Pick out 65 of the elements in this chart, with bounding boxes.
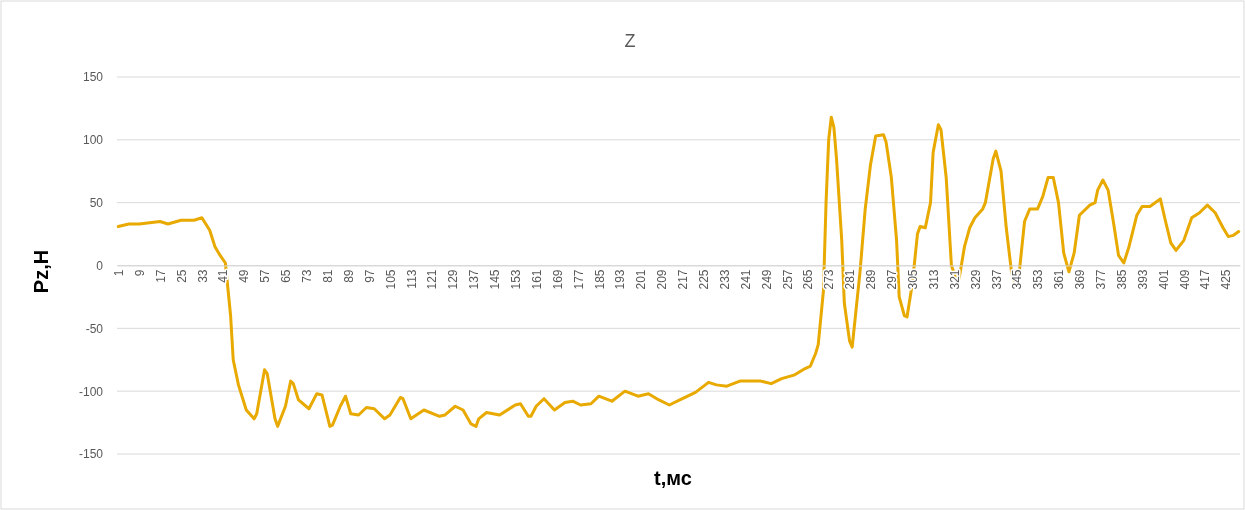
x-axis-title: t,мс <box>654 467 692 489</box>
x-tick-label: 177 <box>571 269 586 290</box>
x-tick-label: 321 <box>947 269 962 290</box>
x-tick-label: 105 <box>383 269 398 290</box>
x-tick-label: 73 <box>300 269 315 283</box>
x-tick-label: 345 <box>1010 269 1025 290</box>
x-tick-label: 121 <box>425 269 440 290</box>
x-tick-label: 65 <box>279 269 294 283</box>
x-tick-label: 209 <box>655 269 670 290</box>
y-tick-label: 0 <box>96 258 104 273</box>
chart-title: Z <box>624 31 636 51</box>
x-tick-label: 409 <box>1177 269 1192 290</box>
y-axis-title: Pz,H <box>30 249 52 294</box>
x-tick-label: 337 <box>989 269 1004 290</box>
x-tick-label: 313 <box>926 269 941 290</box>
x-tick-label: 161 <box>529 269 544 290</box>
x-tick-label: 417 <box>1198 269 1213 290</box>
x-tick-label: 377 <box>1093 269 1108 290</box>
x-tick-label: 81 <box>320 269 335 283</box>
x-tick-label: 57 <box>258 269 273 283</box>
x-tick-label: 297 <box>885 269 900 290</box>
x-tick-label: 129 <box>446 269 461 290</box>
x-tick-label: 233 <box>717 269 732 290</box>
line-series <box>116 115 1241 428</box>
x-tick-label: 49 <box>237 269 252 283</box>
x-tick-label: 401 <box>1156 269 1171 290</box>
x-tick-label: 305 <box>905 269 920 290</box>
x-tick-label: 89 <box>341 269 356 283</box>
x-tick-label: 217 <box>676 269 691 290</box>
x-tick-label: 273 <box>822 269 837 290</box>
x-tick-label: 33 <box>195 269 210 283</box>
x-tick-label: 113 <box>404 269 419 289</box>
y-tick-label: -100 <box>78 384 104 399</box>
x-tick-label: 329 <box>968 269 983 290</box>
x-tick-label: 425 <box>1219 269 1234 290</box>
x-tick-label: 41 <box>216 269 231 283</box>
x-tick-label: 361 <box>1052 269 1067 290</box>
x-tick-label: 385 <box>1114 269 1129 290</box>
x-tick-label: 257 <box>780 269 795 290</box>
x-tick-label: 185 <box>592 269 607 290</box>
x-tick-label: 17 <box>153 269 168 283</box>
y-tick-label: 150 <box>82 70 104 85</box>
x-tick-label: 153 <box>508 269 523 290</box>
y-tick-label: -150 <box>78 447 104 462</box>
x-tick-label: 241 <box>738 269 753 290</box>
y-tick-label: -50 <box>85 321 104 336</box>
x-tick-label: 1 <box>112 269 127 277</box>
x-tick-label: 25 <box>174 269 189 283</box>
x-tick-label: 281 <box>843 269 858 290</box>
x-tick-label: 201 <box>634 269 649 290</box>
x-tick-label: 393 <box>1135 269 1150 290</box>
y-tick-label: 50 <box>89 196 104 211</box>
x-tick-label: 137 <box>467 269 482 290</box>
x-tick-label: 193 <box>613 269 628 290</box>
x-tick-label: 353 <box>1031 269 1046 290</box>
x-tick-label: 97 <box>362 269 377 283</box>
x-tick-label: 289 <box>864 269 879 290</box>
x-tick-label: 225 <box>697 269 712 290</box>
x-tick-label: 249 <box>759 269 774 290</box>
x-tick-label: 9 <box>132 269 147 277</box>
x-tick-label: 145 <box>488 269 503 290</box>
y-tick-label: 100 <box>82 133 104 148</box>
x-tick-label: 265 <box>801 269 816 290</box>
x-tick-label: 369 <box>1073 269 1088 290</box>
x-tick-label: 169 <box>550 269 565 290</box>
